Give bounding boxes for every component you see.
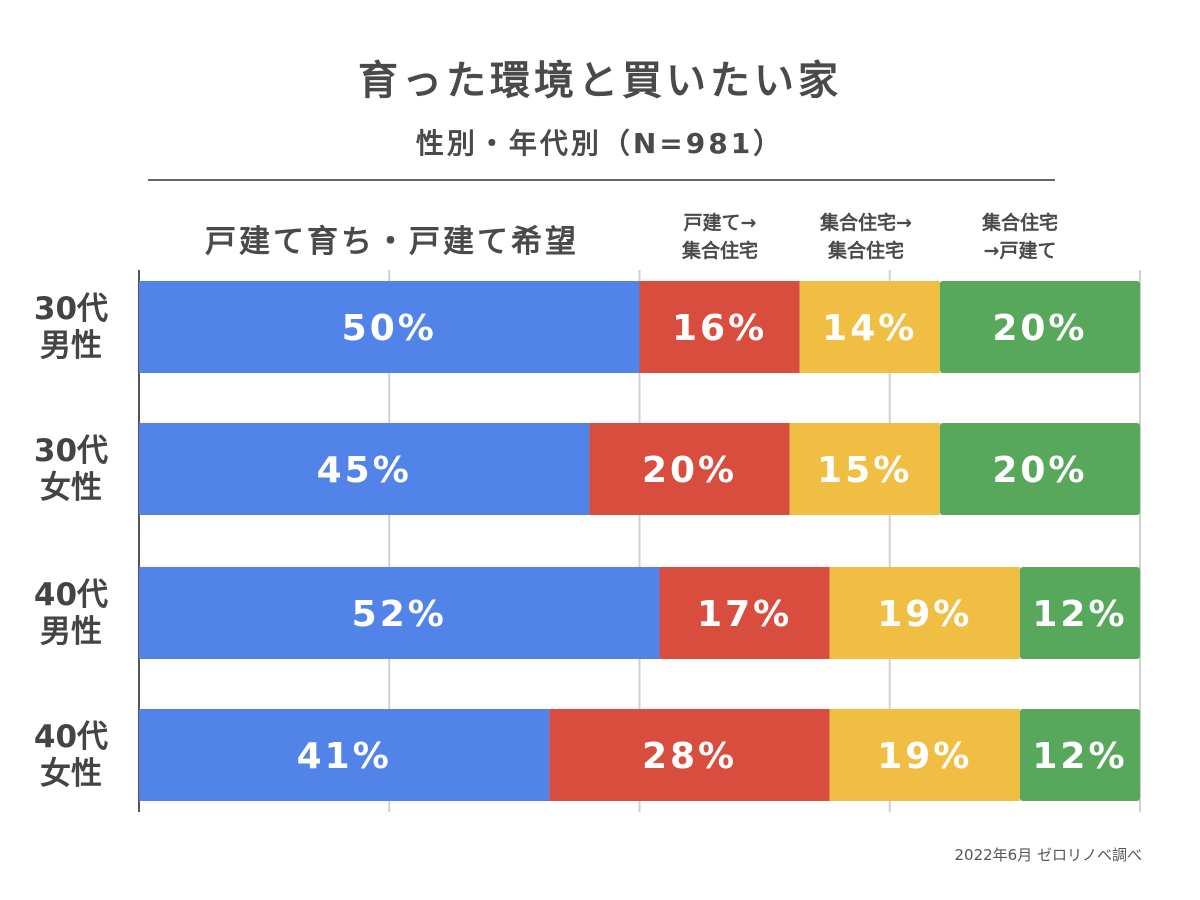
row-label: 男性 — [40, 328, 102, 364]
legend-entry: 集合住宅 — [681, 239, 758, 262]
bar-value-label: 20% — [992, 450, 1087, 491]
bar-value-label: 14% — [822, 308, 917, 349]
source-note: 2022年6月 ゼロリノベ調べ — [954, 846, 1143, 864]
bar-value-label: 17% — [697, 594, 792, 635]
legend-entry: 集合住宅 — [981, 211, 1058, 234]
row-label: 男性 — [40, 614, 102, 650]
legend-entry: 戸建て育ち・戸建て希望 — [205, 224, 579, 260]
bar-value-label: 19% — [877, 736, 972, 777]
title-divider — [148, 179, 1055, 181]
row-label: 40代 — [34, 719, 108, 755]
bar-segment — [639, 281, 800, 373]
bar-value-label: 41% — [297, 736, 392, 777]
bar-segment — [939, 281, 1140, 373]
row-label: 40代 — [34, 577, 108, 613]
bar-segment — [139, 567, 660, 659]
bar-segment — [789, 423, 940, 515]
bar-segment — [659, 567, 830, 659]
bar-value-label: 45% — [317, 450, 412, 491]
bar-value-label: 50% — [342, 308, 437, 349]
bar-value-label: 28% — [642, 736, 737, 777]
bar-value-label: 19% — [877, 594, 972, 635]
bar-value-label: 15% — [817, 450, 912, 491]
bar-segment — [139, 281, 640, 373]
row-label: 30代 — [34, 433, 108, 469]
bar-segment — [829, 709, 1020, 801]
bar-segment — [549, 709, 830, 801]
legend-entry: 戸建て→ — [684, 211, 757, 234]
bar-value-label: 20% — [992, 308, 1087, 349]
row-label: 女性 — [40, 756, 102, 792]
bar-value-label: 16% — [672, 308, 767, 349]
bar-segment — [799, 281, 940, 373]
bar-value-label: 12% — [1032, 594, 1127, 635]
bar-segment — [139, 423, 590, 515]
row-label: 女性 — [40, 470, 102, 506]
legend-entry: 集合住宅 — [827, 239, 904, 262]
bar-segment — [139, 709, 550, 801]
legend-entry: →戸建て — [984, 239, 1057, 262]
bar-segment — [589, 423, 790, 515]
bar-segment — [939, 423, 1140, 515]
bar-value-label: 20% — [642, 450, 737, 491]
legend-entry: 集合住宅→ — [819, 211, 912, 234]
bar-value-label: 52% — [352, 594, 447, 635]
bar-segment — [1019, 709, 1140, 801]
bar-segment — [1019, 567, 1140, 659]
bars-layer: 50% 16% 14% 20% 45% 20% 15% 20% 52% 17% 19% 12% 41% 2… — [139, 281, 1140, 801]
chart-subtitle: 性別・年代別（N=981） — [415, 127, 785, 160]
chart-title: 育った環境と買いたい家 — [358, 58, 842, 104]
row-label: 30代 — [34, 291, 108, 327]
bar-segment — [829, 567, 1020, 659]
bar-value-label: 12% — [1032, 736, 1127, 777]
